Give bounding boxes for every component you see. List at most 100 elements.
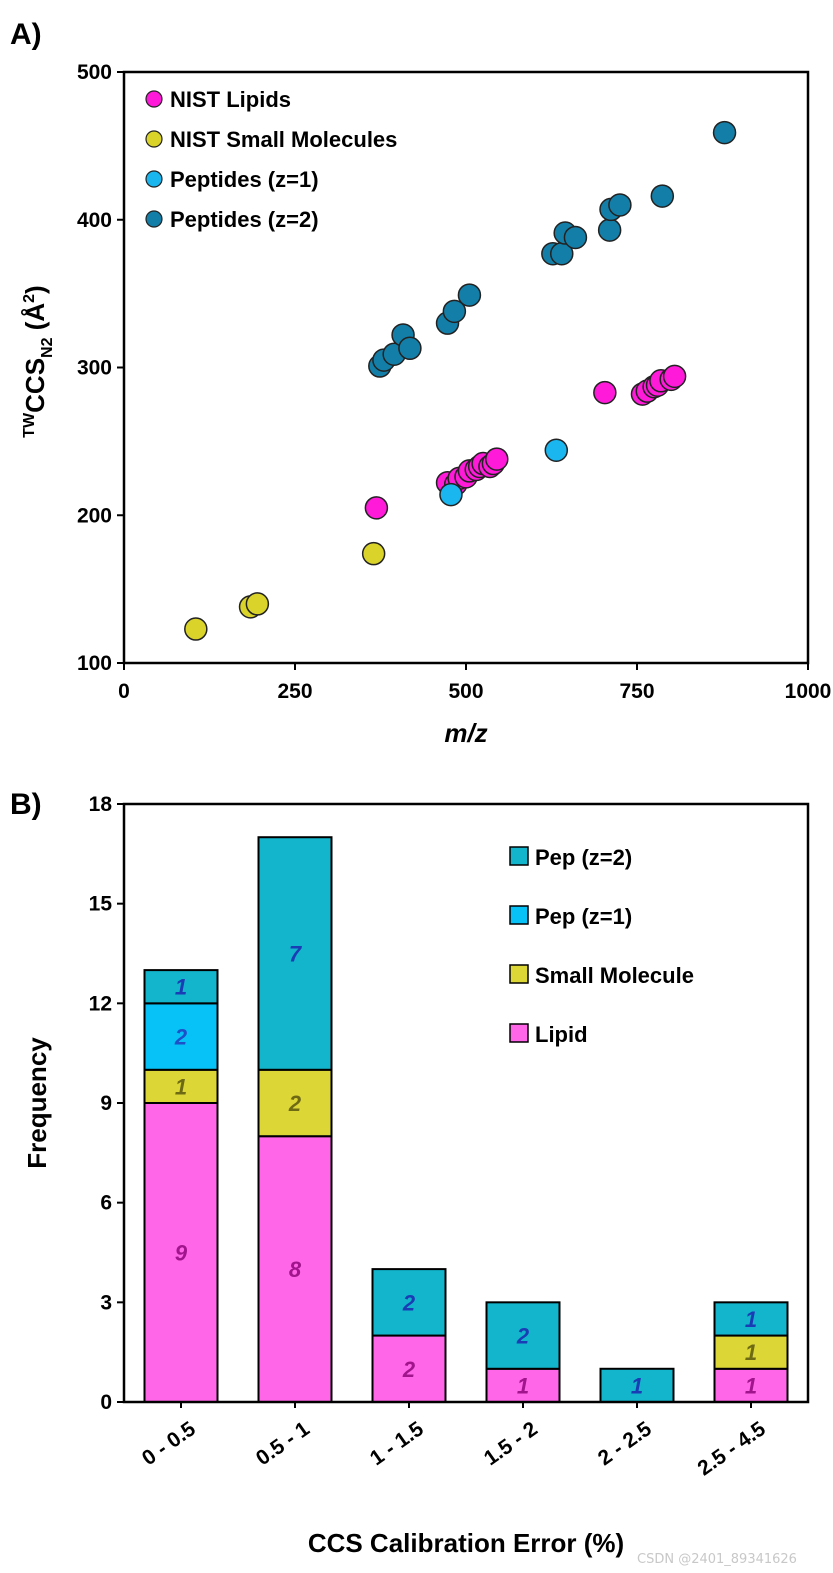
- bar-legend: Pep (z=2) Pep (z=1) Small Molecule Lipid: [509, 845, 694, 1047]
- ylabel-unit-superscript: 2: [21, 294, 38, 303]
- x-tick-label: 1 - 1.5: [366, 1417, 428, 1470]
- bar-value-label: 1: [745, 1340, 757, 1365]
- legend-marker: [145, 130, 163, 148]
- data-point: [662, 364, 687, 389]
- panel-a-scatter: A) 0 250 500 750 1000 100 200 300 400 500 NIST Li…: [10, 18, 831, 748]
- y-tick-label: 100: [77, 652, 112, 675]
- x-tick-label: 250: [277, 680, 312, 703]
- x-tick-label: 1.5 - 2: [480, 1417, 542, 1470]
- data-point: [364, 496, 389, 520]
- data-point: [544, 438, 569, 462]
- x-tick-label: 0: [118, 680, 130, 703]
- y-tick-label: 0: [100, 1391, 112, 1414]
- bar-value-label: 1: [745, 1373, 757, 1398]
- bar-plot-area: [122, 802, 810, 1404]
- bar-value-label: 1: [175, 1074, 187, 1099]
- ylabel-unit-close: ): [20, 285, 50, 294]
- scatter-y-axis-label: TWCCSN2 (Å2): [20, 285, 56, 437]
- y-tick-label: 15: [89, 893, 113, 916]
- x-tick-label: 2 - 2.5: [594, 1417, 656, 1470]
- bar-segment: [713, 1334, 789, 1370]
- bar-segment: [371, 1334, 447, 1403]
- y-tick-label: 3: [100, 1291, 112, 1314]
- panel-a-label: A): [10, 18, 42, 51]
- legend-label: NIST Lipids: [170, 87, 291, 112]
- bar-segment: [713, 1301, 789, 1337]
- y-tick-label: 500: [77, 61, 112, 84]
- data-point: [361, 541, 386, 566]
- x-tick-label: 750: [619, 680, 654, 703]
- scatter-axis-ticks: 0 250 500 750 1000 100 200 300 400 500: [77, 61, 831, 703]
- legend-swatch: [509, 1023, 529, 1043]
- bar-value-label: 1: [631, 1373, 643, 1398]
- bar-value-label: 1: [517, 1373, 529, 1398]
- bar-stacks: 9 1 2 1 8 2 7 2 2 1 2 1 1 1 1: [143, 836, 789, 1404]
- data-point: [593, 380, 617, 405]
- bar-value-label: 1: [745, 1307, 757, 1332]
- x-tick-label: 0.5 - 1: [252, 1417, 314, 1470]
- data-point: [245, 592, 270, 616]
- legend-marker: [145, 170, 163, 188]
- bar-x-axis-label: CCS Calibration Error (%): [308, 1528, 624, 1558]
- y-tick-label: 400: [77, 209, 112, 232]
- data-point: [457, 283, 482, 307]
- legend-label: Lipid: [535, 1022, 588, 1047]
- bar-value-label: 2: [402, 1357, 416, 1382]
- x-tick-label: 2.5 - 4.5: [694, 1417, 771, 1480]
- bar-segment: [485, 1367, 561, 1404]
- y-tick-label: 18: [89, 793, 113, 816]
- legend-marker: [145, 210, 163, 228]
- bar-segment: [485, 1301, 561, 1370]
- data-point: [439, 482, 463, 507]
- x-tick-label: 500: [448, 680, 483, 703]
- bar-value-label: 1: [175, 975, 187, 1000]
- scatter-plot-area: [122, 70, 810, 665]
- data-point: [608, 193, 632, 217]
- legend-marker: [145, 90, 163, 108]
- bar-segment: [257, 1068, 333, 1138]
- legend-swatch: [509, 846, 529, 866]
- ylabel-unit-open: (Å: [20, 303, 50, 338]
- scatter-points: [184, 120, 737, 641]
- data-point: [650, 184, 675, 208]
- data-point: [485, 447, 509, 471]
- bar-value-label: 2: [402, 1290, 416, 1315]
- data-point: [184, 617, 208, 641]
- y-tick-label: 6: [100, 1192, 112, 1215]
- legend-label: Small Molecule: [535, 963, 694, 988]
- data-point: [398, 336, 422, 361]
- bar-segment: [143, 1068, 219, 1105]
- legend-label: NIST Small Molecules: [170, 127, 397, 152]
- y-tick-label: 200: [77, 504, 112, 527]
- ylabel-subscript: N2: [39, 337, 56, 358]
- bar-value-label: 7: [289, 942, 303, 967]
- ylabel-superscript: TW: [21, 412, 38, 438]
- x-tick-label: 0 - 0.5: [138, 1417, 200, 1470]
- legend-label: Peptides (z=1): [170, 167, 319, 192]
- data-point: [712, 120, 737, 145]
- bar-value-label: 2: [174, 1025, 188, 1050]
- bar-value-label: 9: [175, 1241, 188, 1266]
- x-tick-label: 1000: [785, 680, 832, 703]
- legend-swatch: [509, 964, 529, 984]
- scatter-x-axis-label: m/z: [444, 718, 487, 748]
- bar-value-label: 2: [288, 1091, 302, 1116]
- legend-label: Peptides (z=2): [170, 207, 319, 232]
- bar-segment: [257, 836, 333, 1071]
- watermark: CSDN @2401_89341626: [637, 1552, 797, 1567]
- bar-value-label: 2: [516, 1324, 530, 1349]
- panel-b-label: B): [10, 788, 42, 821]
- legend-label: Pep (z=1): [535, 904, 632, 929]
- ylabel-main: CCS: [20, 358, 50, 413]
- legend-swatch: [509, 905, 529, 925]
- scatter-legend: NIST Lipids NIST Small Molecules Peptides …: [145, 87, 397, 232]
- y-tick-label: 12: [89, 992, 112, 1015]
- bar-value-label: 8: [289, 1257, 302, 1282]
- data-point: [442, 299, 467, 324]
- bar-segment: [143, 969, 219, 1005]
- bar-y-axis-label: Frequency: [22, 1037, 52, 1169]
- y-tick-label: 9: [100, 1092, 112, 1115]
- legend-label: Pep (z=2): [535, 845, 632, 870]
